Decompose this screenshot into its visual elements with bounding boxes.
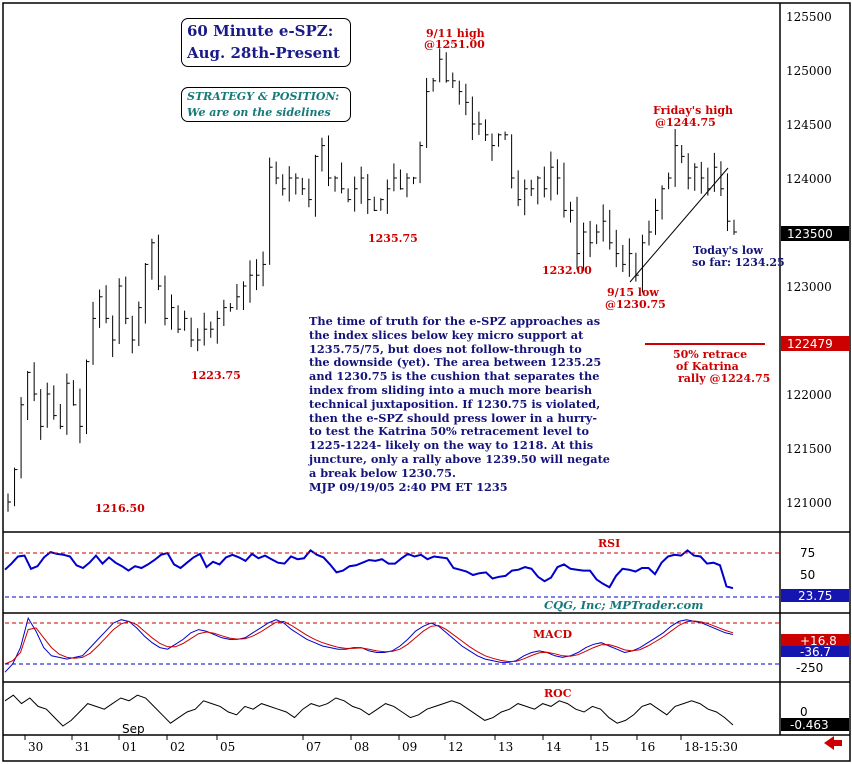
today-annotation: Today's low so far: 1234.25 bbox=[692, 244, 785, 269]
x-tick-label: 02 bbox=[170, 740, 185, 754]
annotation-low-915: 9/15 low bbox=[607, 286, 659, 299]
annotation-high-911: 9/11 high bbox=[426, 27, 485, 40]
rsi-label: RSI bbox=[598, 537, 620, 550]
rsi-current-badge bbox=[781, 589, 849, 602]
signal-value-badge bbox=[781, 646, 849, 657]
annotation-retrace-2: of Katrina bbox=[676, 360, 739, 373]
rsi-tick: 50 bbox=[800, 568, 815, 582]
annotation-low-1235: 1235.75 bbox=[368, 232, 418, 245]
strategy-box: STRATEGY & POSITION: We are on the sidel… bbox=[181, 87, 351, 122]
price-tick: 121000 bbox=[786, 496, 832, 510]
annotation-low-915-value: @1230.75 bbox=[605, 298, 666, 311]
signal-line bbox=[4, 620, 734, 665]
rsi-line bbox=[4, 549, 734, 590]
x-tick-label: 08 bbox=[354, 740, 369, 754]
roc-line bbox=[4, 694, 734, 727]
price-tick: 125000 bbox=[786, 64, 832, 78]
x-tick-label: 05 bbox=[220, 740, 235, 754]
x-tick-label: 15 bbox=[594, 740, 609, 754]
x-tick-label: 14 bbox=[546, 740, 562, 754]
roc-current-value: -0.463 bbox=[790, 718, 829, 732]
x-tick-label: 12 bbox=[448, 740, 463, 754]
price-tick: 125500 bbox=[786, 10, 832, 24]
title-box: 60 Minute e-SPZ: Aug. 28th-Present bbox=[181, 18, 351, 67]
annotation-friday-high: Friday's high bbox=[653, 104, 733, 117]
price-tick: 124500 bbox=[786, 118, 832, 132]
price-tick: 122000 bbox=[786, 388, 832, 402]
annotation-low-1223: 1223.75 bbox=[191, 369, 241, 382]
scroll-left-arrow-icon[interactable] bbox=[824, 736, 842, 750]
current-price-badge bbox=[781, 226, 849, 241]
x-tick-label: 09 bbox=[402, 740, 417, 754]
annotation-friday-high-value: @1244.75 bbox=[655, 116, 716, 129]
roc-tick: 0 bbox=[800, 705, 808, 719]
annotation-low-1216: 1216.50 bbox=[95, 502, 145, 515]
x-tick-label: 31 bbox=[75, 740, 90, 754]
macd-line bbox=[4, 616, 734, 673]
price-annotations: 1216.50 1223.75 9/11 high @1251.00 1235.… bbox=[95, 27, 770, 515]
macd-value-badge bbox=[781, 634, 849, 646]
annotation-low-1232: 1232.00 bbox=[542, 264, 592, 277]
macd-tick: -250 bbox=[796, 661, 823, 675]
rsi-tick: 75 bbox=[800, 546, 815, 560]
annotation-high-911-value: @1251.00 bbox=[424, 38, 485, 51]
price-tick: 124000 bbox=[786, 172, 832, 186]
annotation-today-low-value: so far: 1234.25 bbox=[692, 256, 785, 269]
credit-text: CQG, Inc; MPTrader.com bbox=[544, 598, 703, 612]
month-label: Sep bbox=[122, 722, 145, 736]
chart-title-line2: Aug. 28th-Present bbox=[187, 44, 340, 62]
roc-label: ROC bbox=[544, 687, 572, 700]
annotation-retrace-3: rally @1224.75 bbox=[678, 372, 770, 385]
chart-title-line1: 60 Minute e-SPZ: bbox=[187, 22, 334, 40]
annotation-today-low: Today's low bbox=[693, 244, 763, 257]
price-axis: 125500 125000 124500 124000 123000 12200… bbox=[786, 10, 832, 510]
rsi-current-value: 23.75 bbox=[798, 589, 832, 603]
trendline bbox=[629, 167, 729, 283]
retrace-price-badge bbox=[781, 336, 849, 351]
price-tick: 123000 bbox=[786, 280, 832, 294]
roc-current-badge bbox=[781, 718, 849, 731]
macd-series bbox=[4, 616, 734, 673]
x-tick-label: 18-15:30 bbox=[684, 740, 738, 754]
x-axis: 30 31 01 02 05 07 08 09 12 13 14 15 16 18-15:30 bbox=[24, 735, 738, 754]
x-tick-label: 16 bbox=[640, 740, 655, 754]
roc-series bbox=[4, 694, 734, 727]
x-tick-label: 13 bbox=[498, 740, 513, 754]
macd-value: +16.8 bbox=[800, 634, 837, 648]
current-price-label: 123500 bbox=[787, 227, 833, 241]
rsi-series bbox=[4, 549, 734, 590]
x-tick-label: 07 bbox=[306, 740, 321, 754]
strategy-text: We are on the sidelines bbox=[187, 106, 331, 119]
strategy-heading: STRATEGY & POSITION: bbox=[187, 90, 340, 103]
signal-value: -36.7 bbox=[800, 645, 831, 659]
x-tick-label: 30 bbox=[28, 740, 43, 754]
price-tick: 121500 bbox=[786, 442, 832, 456]
price-bars bbox=[7, 48, 737, 512]
x-tick-label: 01 bbox=[122, 740, 137, 754]
macd-label: MACD bbox=[533, 628, 572, 641]
annotation-retrace-1: 50% retrace bbox=[673, 348, 747, 361]
retrace-price-label: 122479 bbox=[787, 337, 833, 351]
commentary-text: The time of truth for the e-SPZ approach… bbox=[309, 314, 610, 494]
